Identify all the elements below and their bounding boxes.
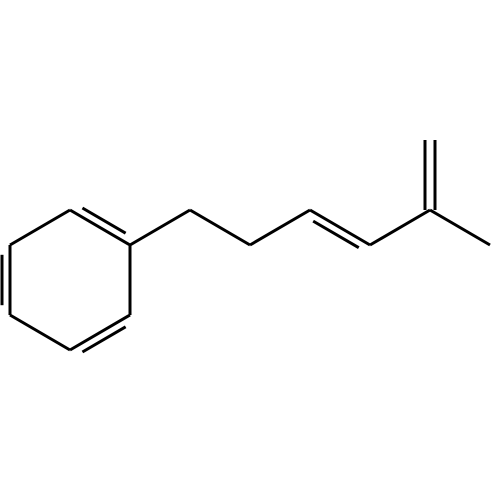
bond-line: [430, 210, 490, 245]
bond-line: [190, 210, 250, 245]
bond-line: [250, 210, 310, 245]
bond-line: [70, 210, 130, 245]
bond-line: [70, 315, 130, 350]
bond-group: [2, 140, 490, 352]
molecule-diagram: [0, 0, 500, 500]
bond-line: [310, 210, 370, 245]
bond-line: [10, 315, 70, 350]
bond-line: [10, 210, 70, 245]
bond-line: [130, 210, 190, 245]
bond-line: [370, 210, 430, 245]
